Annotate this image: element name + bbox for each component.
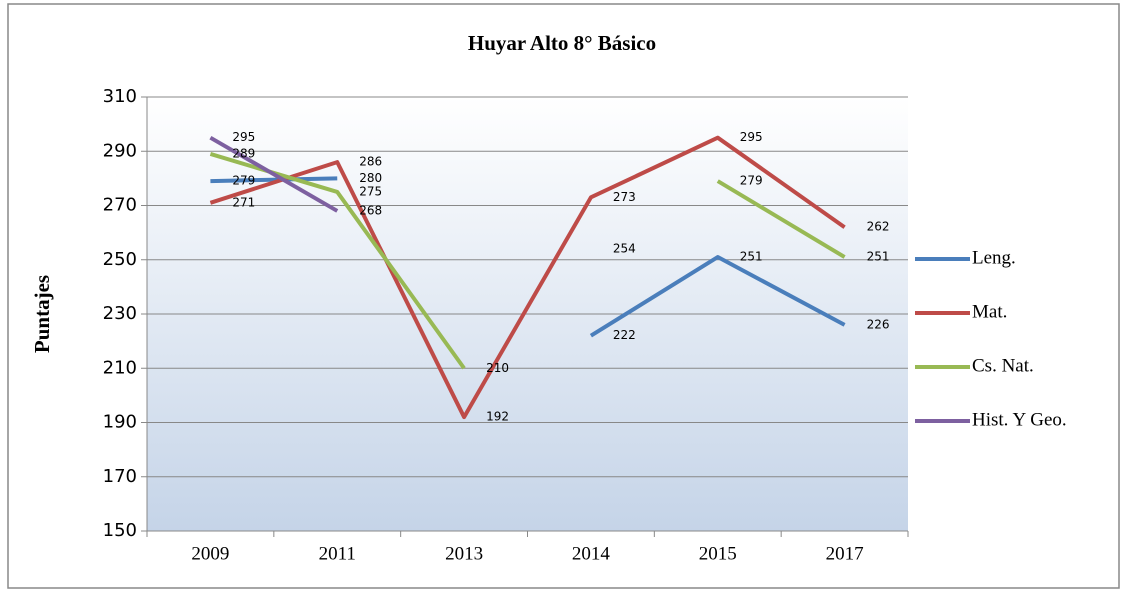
legend-label: Hist. Y Geo.: [972, 409, 1067, 430]
data-label: 268: [359, 203, 382, 217]
data-label: 251: [740, 250, 763, 264]
y-tick-label: 210: [103, 357, 137, 378]
series-line: [209, 135, 846, 420]
data-label: 192: [486, 410, 509, 424]
legend-label: Leng.: [972, 247, 1016, 268]
data-label: 279: [232, 174, 255, 188]
x-tick-label: 2017: [826, 543, 864, 564]
data-label: 275: [359, 184, 382, 198]
x-tick-label: 2013: [445, 543, 483, 564]
legend-label: Mat.: [972, 301, 1007, 322]
legend-label: Cs. Nat.: [972, 355, 1034, 376]
data-label: 295: [232, 130, 255, 144]
y-tick-label: 150: [103, 520, 137, 541]
data-label: 286: [359, 155, 382, 169]
y-tick-label: 310: [103, 86, 137, 107]
data-label: 254: [613, 241, 636, 255]
x-tick-label: 2015: [699, 543, 737, 564]
x-tick-label: 2009: [191, 543, 229, 564]
chart-title: Huyar Alto 8° Básico: [468, 31, 656, 55]
data-label: 262: [867, 220, 890, 234]
data-label: 280: [359, 171, 382, 185]
y-tick-label: 170: [103, 466, 137, 487]
series-line: [210, 176, 846, 338]
data-label: 279: [740, 174, 763, 188]
y-tick-label: 290: [103, 140, 137, 161]
y-tick-label: 250: [103, 249, 137, 270]
data-label: 289: [232, 146, 255, 160]
data-label: 295: [740, 130, 763, 144]
data-label: 226: [867, 317, 890, 331]
data-label: 271: [232, 195, 255, 209]
data-label: 222: [613, 328, 636, 342]
series-line: [209, 152, 846, 370]
x-tick-label: 2014: [572, 543, 611, 564]
data-label: 251: [867, 250, 890, 264]
y-tick-label: 190: [103, 412, 137, 433]
x-tick-label: 2011: [319, 543, 356, 564]
y-tick-label: 230: [103, 303, 137, 324]
y-axis-label: Puntajes: [30, 275, 54, 353]
data-label: 273: [613, 190, 636, 204]
data-label: 210: [486, 361, 509, 375]
y-tick-label: 270: [103, 195, 137, 216]
